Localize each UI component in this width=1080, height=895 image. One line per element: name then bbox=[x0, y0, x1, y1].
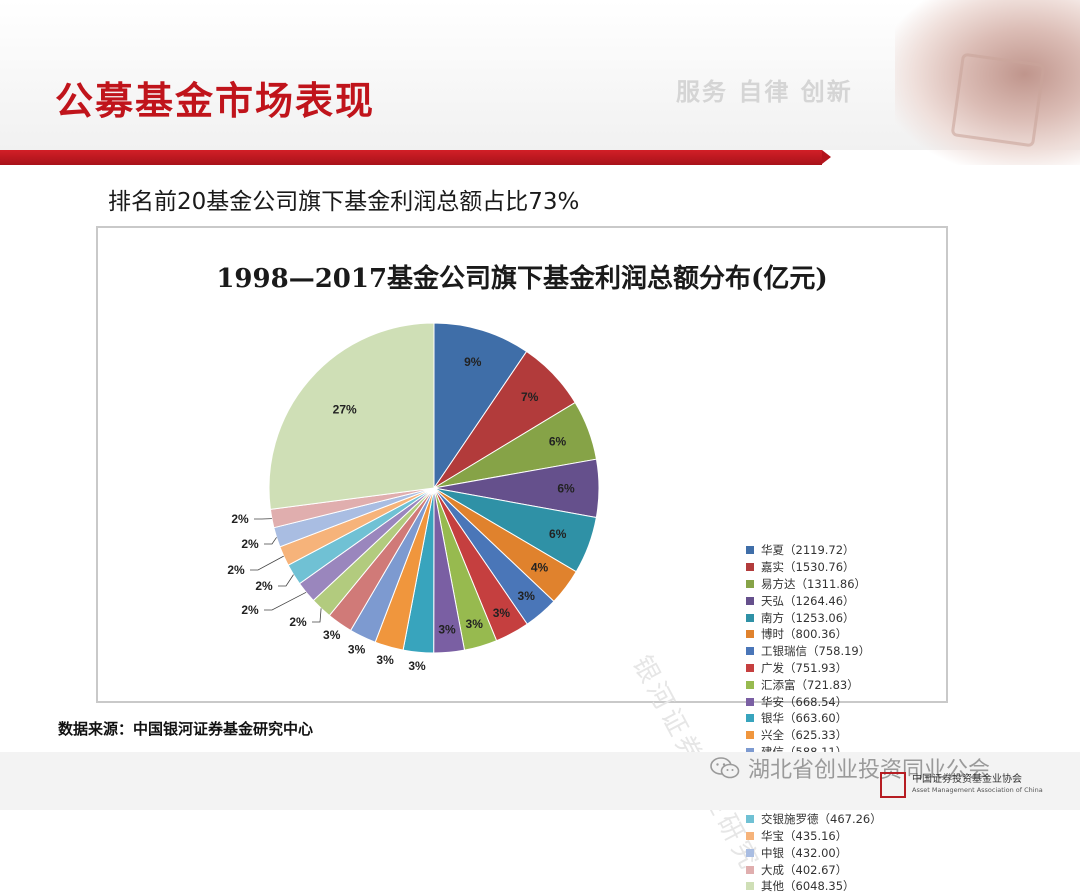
legend-label: 华安（668.54） bbox=[761, 694, 847, 710]
source-note: 数据来源：中国银河证券基金研究中心 bbox=[58, 718, 313, 739]
slice-label-0: 9% bbox=[464, 355, 482, 369]
legend-label: 天弘（1264.46） bbox=[761, 593, 855, 609]
legend-swatch bbox=[746, 815, 754, 823]
legend-label: 大成（402.67） bbox=[761, 862, 847, 878]
slice-label-1: 7% bbox=[521, 390, 539, 404]
legend-label: 广发（751.93） bbox=[761, 660, 847, 676]
legend-item-9: 华安（668.54） bbox=[746, 693, 882, 710]
legend-item-3: 天弘（1264.46） bbox=[746, 592, 882, 609]
slice-label-7: 3% bbox=[493, 606, 511, 620]
legend-item-18: 中银（432.00） bbox=[746, 844, 882, 861]
slice-label-17: 2% bbox=[227, 563, 245, 577]
legend-swatch bbox=[746, 698, 754, 706]
legend-label: 交银施罗德（467.26） bbox=[761, 811, 882, 827]
slice-label-5: 4% bbox=[531, 560, 549, 574]
leader-line-16 bbox=[278, 575, 294, 586]
slice-label-3: 6% bbox=[557, 481, 575, 495]
slice-label-4: 6% bbox=[549, 527, 567, 541]
slice-label-15: 2% bbox=[241, 603, 259, 617]
slice-label-20: 27% bbox=[333, 403, 357, 417]
legend-item-11: 兴全（625.33） bbox=[746, 727, 882, 744]
wechat-icon bbox=[710, 757, 740, 779]
slice-label-2: 6% bbox=[549, 435, 567, 449]
legend-item-10: 银华（663.60） bbox=[746, 710, 882, 727]
slice-label-6: 3% bbox=[518, 589, 536, 603]
legend-item-20: 其他（6048.35） bbox=[746, 878, 882, 895]
legend-item-5: 博时（800.36） bbox=[746, 626, 882, 643]
legend-swatch bbox=[746, 681, 754, 689]
legend-label: 嘉实（1530.76） bbox=[761, 559, 855, 575]
legend-label: 华宝（435.16） bbox=[761, 828, 847, 844]
slice-label-16: 2% bbox=[255, 579, 273, 593]
legend-label: 其他（6048.35） bbox=[761, 878, 855, 894]
association-name-cn: 中国证券投资基金业协会 bbox=[912, 774, 1043, 785]
legend-swatch bbox=[746, 597, 754, 605]
legend-swatch bbox=[746, 647, 754, 655]
legend-label: 博时（800.36） bbox=[761, 626, 847, 642]
association-logo-icon bbox=[880, 772, 906, 798]
association-name-en: Asset Management Association of China bbox=[912, 785, 1043, 796]
divider-arrow-icon bbox=[822, 150, 831, 164]
leader-line-15 bbox=[264, 592, 306, 610]
slice-label-13: 3% bbox=[323, 628, 341, 642]
chart-container: 1998—2017基金公司旗下基金利润总额分布(亿元) 银河证券基金研究 9%7… bbox=[96, 226, 948, 703]
legend-item-19: 大成（402.67） bbox=[746, 861, 882, 878]
seal-stamp-image bbox=[951, 53, 1046, 148]
legend-item-8: 汇添富（721.83） bbox=[746, 676, 882, 693]
legend-swatch bbox=[746, 664, 754, 672]
legend-label: 兴全（625.33） bbox=[761, 727, 847, 743]
slice-label-19: 2% bbox=[231, 512, 249, 526]
legend-item-16: 交银施罗德（467.26） bbox=[746, 811, 882, 828]
legend-swatch bbox=[746, 731, 754, 739]
legend-label: 工银瑞信（758.19） bbox=[761, 643, 870, 659]
legend-swatch bbox=[746, 614, 754, 622]
legend-item-2: 易方达（1311.86） bbox=[746, 576, 882, 593]
legend-item-7: 广发（751.93） bbox=[746, 660, 882, 677]
legend-item-17: 华宝（435.16） bbox=[746, 828, 882, 845]
chart-legend: 华夏（2119.72）嘉实（1530.76）易方达（1311.86）天弘（126… bbox=[746, 542, 882, 895]
page-title: 公募基金市场表现 bbox=[55, 70, 375, 125]
legend-label: 银华（663.60） bbox=[761, 710, 847, 726]
legend-item-4: 南方（1253.06） bbox=[746, 609, 882, 626]
slice-label-8: 3% bbox=[466, 617, 484, 631]
legend-swatch bbox=[746, 832, 754, 840]
legend-swatch bbox=[746, 563, 754, 571]
slice-label-18: 2% bbox=[241, 537, 259, 551]
slice-label-11: 3% bbox=[376, 653, 394, 667]
header-slogan: 服务 自律 创新 bbox=[676, 72, 853, 107]
legend-item-6: 工银瑞信（758.19） bbox=[746, 643, 882, 660]
leader-line-14 bbox=[312, 608, 321, 622]
legend-label: 中银（432.00） bbox=[761, 845, 847, 861]
legend-swatch bbox=[746, 714, 754, 722]
legend-swatch bbox=[746, 849, 754, 857]
legend-swatch bbox=[746, 882, 754, 890]
legend-label: 汇添富（721.83） bbox=[761, 677, 859, 693]
legend-swatch bbox=[746, 580, 754, 588]
legend-swatch bbox=[746, 546, 754, 554]
legend-item-1: 嘉实（1530.76） bbox=[746, 559, 882, 576]
legend-swatch bbox=[746, 866, 754, 874]
legend-label: 华夏（2119.72） bbox=[761, 542, 855, 558]
legend-label: 南方（1253.06） bbox=[761, 610, 855, 626]
legend-swatch bbox=[746, 630, 754, 638]
slice-label-12: 3% bbox=[348, 642, 366, 656]
slice-label-10: 3% bbox=[408, 659, 426, 673]
slide-subtitle: 排名前20基金公司旗下基金利润总额占比73% bbox=[108, 182, 579, 216]
legend-label: 易方达（1311.86） bbox=[761, 576, 866, 592]
association-logo-block: 中国证券投资基金业协会 Asset Management Association… bbox=[880, 772, 1043, 798]
leader-line-18 bbox=[264, 537, 277, 544]
slice-label-9: 3% bbox=[438, 622, 456, 636]
header-divider-bar bbox=[0, 150, 822, 165]
slice-label-14: 2% bbox=[289, 615, 307, 629]
leader-line-17 bbox=[250, 556, 284, 570]
legend-item-0: 华夏（2119.72） bbox=[746, 542, 882, 559]
